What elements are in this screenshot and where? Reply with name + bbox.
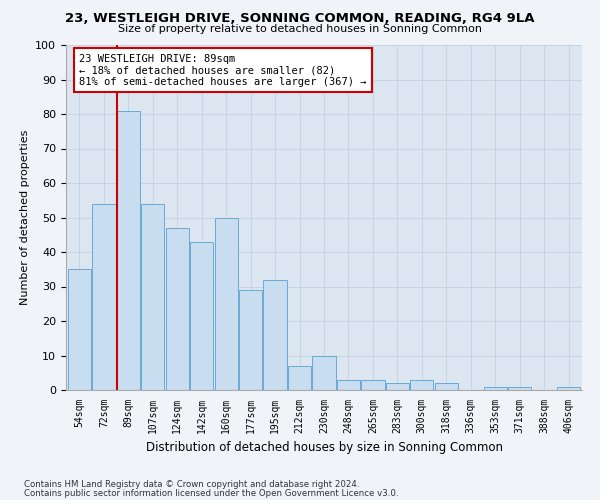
Bar xyxy=(141,204,164,390)
Bar xyxy=(434,383,458,390)
Bar xyxy=(484,386,507,390)
Bar xyxy=(117,110,140,390)
Bar xyxy=(361,380,385,390)
Bar xyxy=(92,204,116,390)
Text: Contains public sector information licensed under the Open Government Licence v3: Contains public sector information licen… xyxy=(24,489,398,498)
Text: Contains HM Land Registry data © Crown copyright and database right 2024.: Contains HM Land Registry data © Crown c… xyxy=(24,480,359,489)
Y-axis label: Number of detached properties: Number of detached properties xyxy=(20,130,30,305)
X-axis label: Distribution of detached houses by size in Sonning Common: Distribution of detached houses by size … xyxy=(146,441,503,454)
Bar xyxy=(288,366,311,390)
Bar xyxy=(337,380,360,390)
Text: 23, WESTLEIGH DRIVE, SONNING COMMON, READING, RG4 9LA: 23, WESTLEIGH DRIVE, SONNING COMMON, REA… xyxy=(65,12,535,26)
Bar xyxy=(313,356,335,390)
Bar xyxy=(215,218,238,390)
Bar xyxy=(166,228,189,390)
Bar xyxy=(508,386,531,390)
Bar xyxy=(386,383,409,390)
Text: Size of property relative to detached houses in Sonning Common: Size of property relative to detached ho… xyxy=(118,24,482,34)
Text: 23 WESTLEIGH DRIVE: 89sqm
← 18% of detached houses are smaller (82)
81% of semi-: 23 WESTLEIGH DRIVE: 89sqm ← 18% of detac… xyxy=(79,54,367,87)
Bar xyxy=(557,386,580,390)
Bar xyxy=(190,242,214,390)
Bar xyxy=(239,290,262,390)
Bar xyxy=(263,280,287,390)
Bar xyxy=(410,380,433,390)
Bar xyxy=(68,269,91,390)
